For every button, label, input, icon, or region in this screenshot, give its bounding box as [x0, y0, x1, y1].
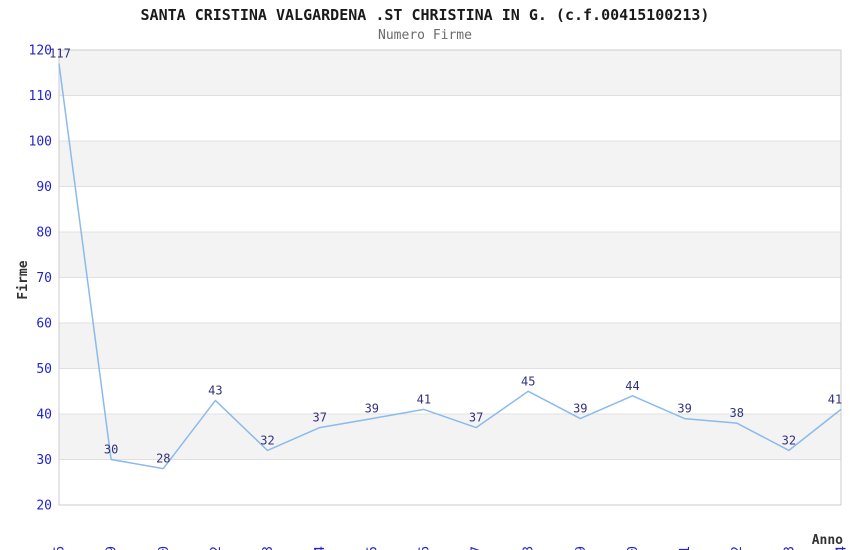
data-label: 45 — [521, 374, 535, 388]
x-tick-label: 2022 — [730, 546, 745, 550]
y-tick-label: 40 — [36, 408, 52, 423]
data-label: 32 — [782, 433, 796, 447]
data-label: 43 — [208, 383, 222, 397]
y-axis-tick-labels: 20 30 40 50 60 70 80 90 100 110 120 — [29, 44, 52, 514]
data-label: 41 — [417, 392, 431, 406]
x-tick-label: 2009 — [105, 546, 120, 550]
y-tick-label: 80 — [36, 226, 52, 241]
data-label: 41 — [828, 392, 842, 406]
y-tick-label: 30 — [36, 453, 52, 468]
data-label: 117 — [49, 47, 71, 61]
x-axis-title: Anno — [812, 533, 843, 548]
x-tick-label: 2024 — [835, 546, 850, 550]
data-label: 39 — [365, 402, 379, 416]
y-tick-label: 70 — [36, 271, 52, 286]
x-tick-label: 2016 — [417, 546, 432, 550]
x-tick-label: 2021 — [678, 546, 693, 550]
y-tick-label: 120 — [29, 44, 52, 59]
data-label: 37 — [469, 411, 483, 425]
plot-band — [59, 141, 841, 187]
y-tick-label: 20 — [36, 499, 52, 514]
x-axis-tick-labels: 2006 2009 2010 2012 2013 2014 2015 2016 2017 2018… — [53, 546, 850, 550]
data-labels: 117 30 28 43 32 37 39 41 37 45 39 44 39 38 32 41 — [49, 47, 842, 466]
firme-line-series — [58, 63, 842, 470]
data-label: 38 — [729, 406, 743, 420]
y-tick-label: 90 — [36, 180, 52, 195]
y-tick-label: 50 — [36, 362, 52, 377]
plot-gridlines — [59, 95, 841, 460]
x-tick-label: 2019 — [574, 546, 589, 550]
plot-band — [59, 323, 841, 369]
y-tick-label: 110 — [29, 89, 52, 104]
data-label: 39 — [677, 402, 691, 416]
data-label: 39 — [573, 402, 587, 416]
x-tick-label: 2014 — [313, 546, 328, 550]
y-tick-label: 60 — [36, 317, 52, 332]
y-tick-label: 100 — [29, 135, 52, 150]
data-label: 37 — [312, 411, 326, 425]
y-axis-title: Firme — [16, 260, 31, 299]
chart-subtitle: Numero Firme — [378, 28, 472, 43]
x-tick-label: 2020 — [626, 546, 641, 550]
data-label: 32 — [260, 433, 274, 447]
x-tick-label: 2015 — [365, 546, 380, 550]
x-tick-label: 2012 — [209, 546, 224, 550]
data-label: 28 — [156, 452, 170, 466]
x-tick-label: 2018 — [522, 546, 537, 550]
plot-band — [59, 50, 841, 96]
chart-title: SANTA CRISTINA VALGARDENA .ST CHRISTINA … — [140, 6, 710, 24]
plot-band — [59, 232, 841, 278]
data-label: 44 — [625, 379, 639, 393]
data-label: 30 — [104, 443, 118, 457]
x-tick-label: 2013 — [261, 546, 276, 550]
x-tick-label: 2023 — [782, 546, 797, 550]
plot-border — [58, 49, 842, 506]
x-tick-label: 2006 — [53, 546, 68, 550]
x-tick-label: 2017 — [470, 546, 485, 550]
plot-bands — [59, 50, 841, 460]
x-tick-label: 2010 — [157, 546, 172, 550]
